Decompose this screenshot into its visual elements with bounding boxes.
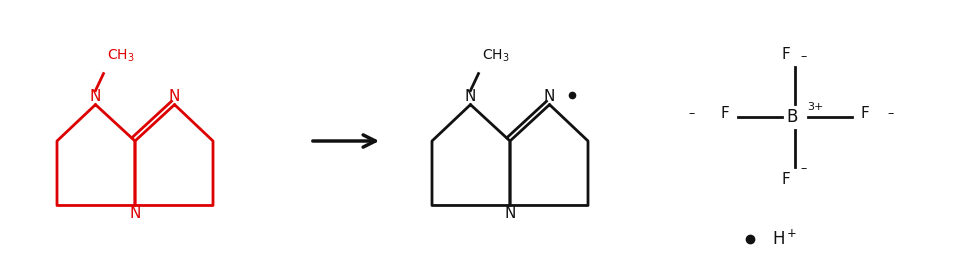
Text: F: F	[720, 107, 729, 122]
Text: N: N	[465, 89, 476, 104]
Text: CH$_3$: CH$_3$	[482, 47, 510, 63]
Text: –: –	[887, 108, 894, 121]
Text: N: N	[169, 89, 180, 104]
Text: F: F	[781, 172, 790, 187]
Text: B: B	[787, 108, 797, 126]
Text: –: –	[689, 108, 695, 121]
Text: –: –	[800, 51, 806, 63]
Text: N: N	[544, 89, 556, 104]
Text: N: N	[90, 89, 101, 104]
Text: CH$_3$: CH$_3$	[108, 47, 135, 63]
Text: N: N	[505, 206, 516, 221]
Text: 3+: 3+	[807, 102, 823, 112]
Text: –: –	[800, 162, 806, 175]
Text: F: F	[781, 47, 790, 62]
Text: H$^+$: H$^+$	[772, 229, 797, 249]
Text: N: N	[129, 206, 141, 221]
Text: F: F	[861, 107, 870, 122]
